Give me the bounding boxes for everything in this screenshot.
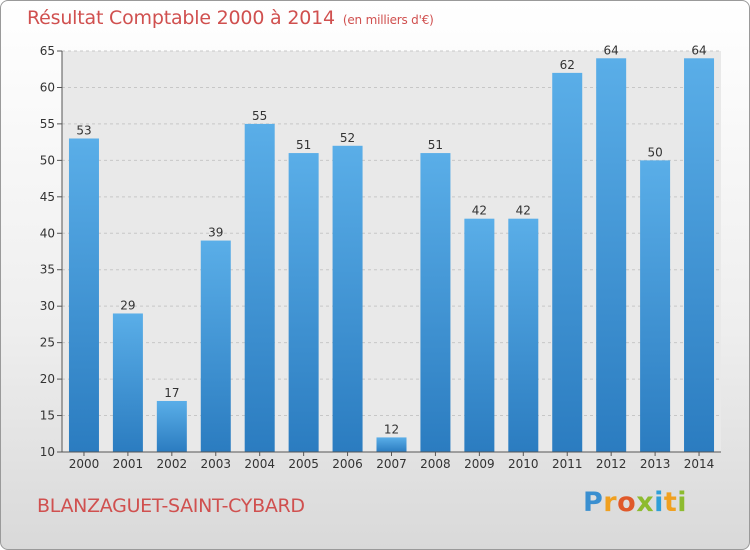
- y-tick-label: 10: [40, 445, 55, 459]
- x-tick-label-2006: 2006: [332, 457, 363, 471]
- value-label-2007: 12: [384, 422, 399, 436]
- x-tick-label-2011: 2011: [552, 457, 583, 471]
- value-label-2004: 55: [252, 109, 267, 123]
- value-label-2003: 39: [208, 226, 223, 240]
- x-tick-label-2007: 2007: [376, 457, 407, 471]
- bar-2001: [112, 313, 143, 452]
- proxiti-logo: Proxiti: [583, 487, 688, 518]
- commune-name: BLANZAGUET-SAINT-CYBARD: [37, 495, 305, 517]
- bar-2011: [552, 72, 583, 452]
- x-tick-label-2004: 2004: [244, 457, 275, 471]
- x-tick-label-2008: 2008: [420, 457, 451, 471]
- x-tick-label-2005: 2005: [288, 457, 319, 471]
- bar-2000: [68, 138, 99, 452]
- value-label-2013: 50: [647, 145, 662, 159]
- x-tick-label-2002: 2002: [157, 457, 188, 471]
- x-tick-label-2000: 2000: [69, 457, 100, 471]
- x-tick-label-2012: 2012: [596, 457, 627, 471]
- bar-2014: [684, 58, 715, 453]
- x-tick-label-2001: 2001: [113, 457, 144, 471]
- y-tick-label: 60: [40, 80, 55, 94]
- value-label-2012: 64: [604, 43, 619, 57]
- chart-title: Résultat Comptable 2000 à 2014 (en millie…: [27, 7, 434, 29]
- bar-2009: [464, 218, 495, 452]
- bar-2003: [200, 240, 231, 452]
- x-tick-label-2014: 2014: [684, 457, 715, 471]
- chart-title-text: Résultat Comptable 2000 à 2014: [27, 7, 335, 29]
- value-label-2008: 51: [428, 138, 443, 152]
- bar-2002: [156, 400, 187, 452]
- y-tick-label: 35: [40, 263, 55, 277]
- y-tick-label: 40: [40, 226, 55, 240]
- y-tick-label: 45: [40, 190, 55, 204]
- bar-2010: [508, 218, 539, 452]
- value-label-2014: 64: [691, 43, 706, 57]
- value-label-2005: 51: [296, 138, 311, 152]
- x-tick-label-2013: 2013: [640, 457, 671, 471]
- y-tick-label: 15: [40, 409, 55, 423]
- y-tick-label: 25: [40, 336, 55, 350]
- bar-2012: [596, 58, 627, 453]
- value-label-2010: 42: [516, 204, 531, 218]
- value-label-2000: 53: [76, 123, 91, 137]
- bar-2005: [288, 153, 319, 452]
- value-label-2009: 42: [472, 204, 487, 218]
- value-label-2006: 52: [340, 131, 355, 145]
- value-label-2011: 62: [560, 58, 575, 72]
- y-tick-label: 55: [40, 117, 55, 131]
- y-tick-label: 30: [40, 299, 55, 313]
- bar-2008: [420, 153, 451, 452]
- bar-2013: [640, 160, 671, 452]
- x-tick-label-2010: 2010: [508, 457, 539, 471]
- x-tick-label-2003: 2003: [200, 457, 231, 471]
- bar-2006: [332, 145, 363, 453]
- bar-2004: [244, 123, 275, 452]
- y-tick-label: 20: [40, 372, 55, 386]
- bar-2007: [376, 437, 407, 452]
- y-tick-label: 65: [40, 44, 55, 58]
- y-tick-label: 50: [40, 153, 55, 167]
- chart-unit-label: (en milliers d'€): [342, 13, 434, 27]
- value-label-2001: 29: [120, 298, 135, 312]
- x-tick-label-2009: 2009: [464, 457, 495, 471]
- value-label-2002: 17: [164, 386, 179, 400]
